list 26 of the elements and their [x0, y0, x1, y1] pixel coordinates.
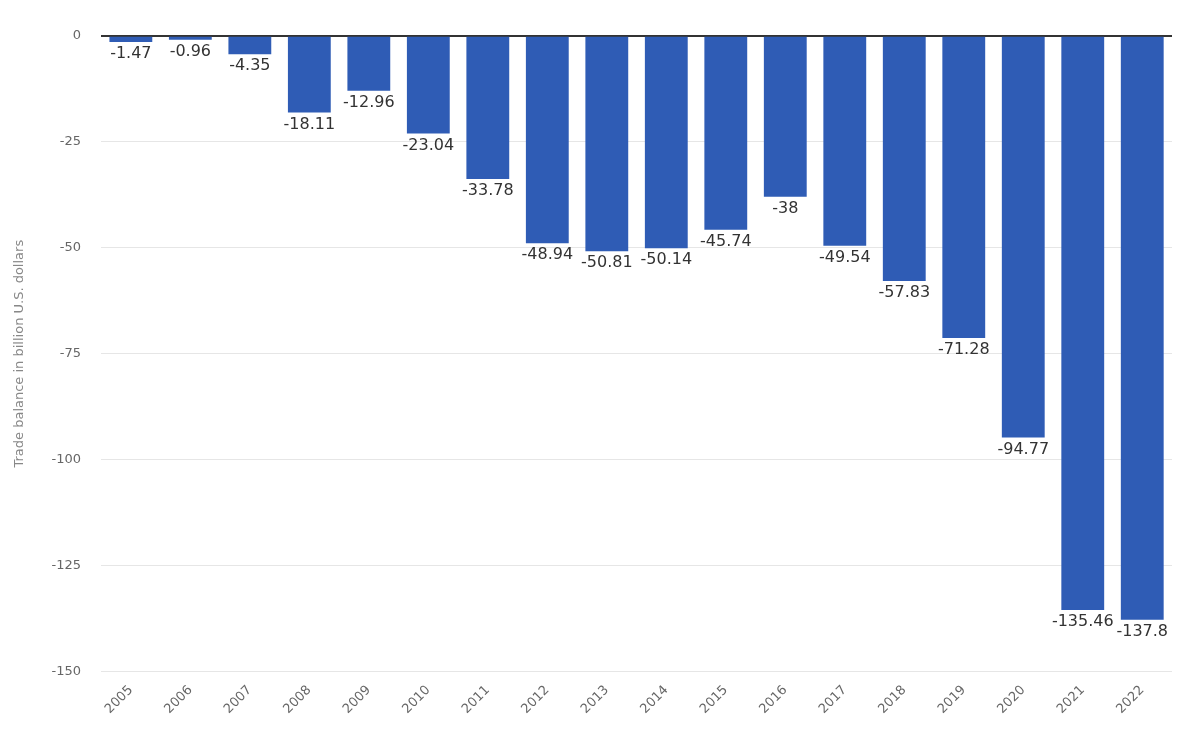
- data-label: -1.47: [110, 43, 152, 63]
- data-label: -50.14: [640, 249, 693, 269]
- y-tick-label: -25: [59, 133, 82, 149]
- data-label: -137.8: [1116, 621, 1169, 641]
- y-axis-title: Trade balance in billion U.S. dollars: [11, 239, 27, 469]
- data-label: -50.81: [581, 252, 633, 272]
- data-label: -12.96: [343, 91, 395, 111]
- data-label: -49.54: [818, 246, 871, 266]
- data-label: -23.04: [402, 134, 455, 154]
- y-tick-label: 0: [72, 27, 82, 43]
- data-label: -135.46: [1051, 611, 1114, 631]
- data-label: -4.35: [229, 55, 271, 75]
- data-label: -57.83: [878, 282, 931, 302]
- data-label: -38: [772, 198, 799, 218]
- y-tick-label: -75: [59, 345, 82, 361]
- data-label: -18.11: [283, 113, 336, 133]
- data-label: -0.96: [169, 41, 212, 61]
- data-label: -45.74: [700, 230, 752, 250]
- data-label: -94.77: [997, 438, 1050, 458]
- y-tick-label: -100: [51, 451, 82, 467]
- data-label: -33.78: [462, 180, 514, 200]
- y-tick-label: -150: [51, 662, 82, 678]
- data-label: -48.94: [521, 244, 574, 264]
- data-label: -71.28: [937, 339, 990, 359]
- y-tick-label: -50: [59, 239, 82, 255]
- y-tick-label: -125: [51, 556, 82, 572]
